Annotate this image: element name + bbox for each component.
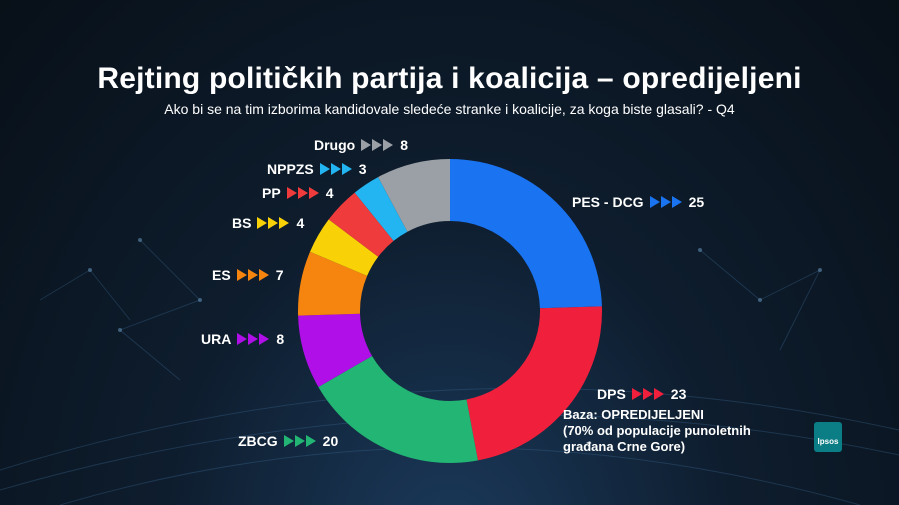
label-value-pes-dcg: 25 xyxy=(688,194,705,210)
base-note: Baza: OPREDIJELJENI (70% od populacije p… xyxy=(563,407,751,455)
triple-arrow-icon xyxy=(286,187,320,199)
label-ura: URA 8 xyxy=(201,330,284,348)
label-name-es: ES xyxy=(212,267,231,283)
ipsos-logo: Ipsos xyxy=(814,422,842,452)
label-name-drugo: Drugo xyxy=(314,137,356,153)
slice-zbcg xyxy=(318,356,478,464)
label-name-bs: BS xyxy=(232,215,252,231)
triple-arrow-icon xyxy=(257,217,290,229)
label-value-drugo: 8 xyxy=(400,137,409,153)
label-drugo: Drugo 8 xyxy=(314,136,408,154)
label-pp: PP 4 xyxy=(262,184,333,202)
slice-pes-dcg xyxy=(450,159,602,309)
label-name-ura: URA xyxy=(201,331,232,347)
chart-subtitle: Ako bi se na tim izborima kandidovale sl… xyxy=(164,101,735,117)
slice-bs xyxy=(310,219,379,276)
label-name-pes-dcg: PES - DCG xyxy=(572,194,644,210)
label-es: ES 7 xyxy=(212,266,283,284)
label-nppzs: NPPZS 3 xyxy=(267,160,366,178)
base-line-1: Baza: OPREDIJELJENI xyxy=(563,407,704,422)
label-value-pp: 4 xyxy=(325,185,334,201)
label-value-zbcg: 20 xyxy=(322,433,339,449)
triple-arrow-icon xyxy=(649,196,683,208)
label-value-bs: 4 xyxy=(296,215,305,231)
label-name-zbcg: ZBCG xyxy=(238,433,278,449)
label-value-nppzs: 3 xyxy=(358,161,367,177)
slice-dps xyxy=(466,306,602,461)
slice-nppzs xyxy=(354,177,408,241)
label-value-dps: 23 xyxy=(670,386,687,402)
label-name-dps: DPS xyxy=(597,386,626,402)
chart-title: Rejting političkih partija i koalicija –… xyxy=(97,62,802,95)
slice-es xyxy=(297,251,368,316)
triple-arrow-icon xyxy=(631,388,665,400)
label-name-nppzs: NPPZS xyxy=(267,161,314,177)
label-zbcg: ZBCG 20 xyxy=(238,432,338,450)
label-value-ura: 8 xyxy=(276,331,285,347)
label-pes-dcg: PES - DCG 25 xyxy=(572,193,704,211)
slice-pp xyxy=(328,192,394,257)
label-value-es: 7 xyxy=(275,267,284,283)
triple-arrow-icon xyxy=(319,163,353,175)
base-line-3: građana Crne Gore) xyxy=(563,439,686,454)
triple-arrow-icon xyxy=(236,269,270,281)
slice-ura xyxy=(298,313,373,387)
slice-drugo xyxy=(378,159,450,232)
label-bs: BS 4 xyxy=(232,214,304,232)
triple-arrow-icon xyxy=(237,333,270,345)
triple-arrow-icon xyxy=(361,139,394,151)
label-dps: DPS 23 xyxy=(597,385,686,403)
label-name-pp: PP xyxy=(262,185,281,201)
base-line-2: (70% od populacije punoletnih xyxy=(563,423,751,438)
triple-arrow-icon xyxy=(283,435,317,447)
